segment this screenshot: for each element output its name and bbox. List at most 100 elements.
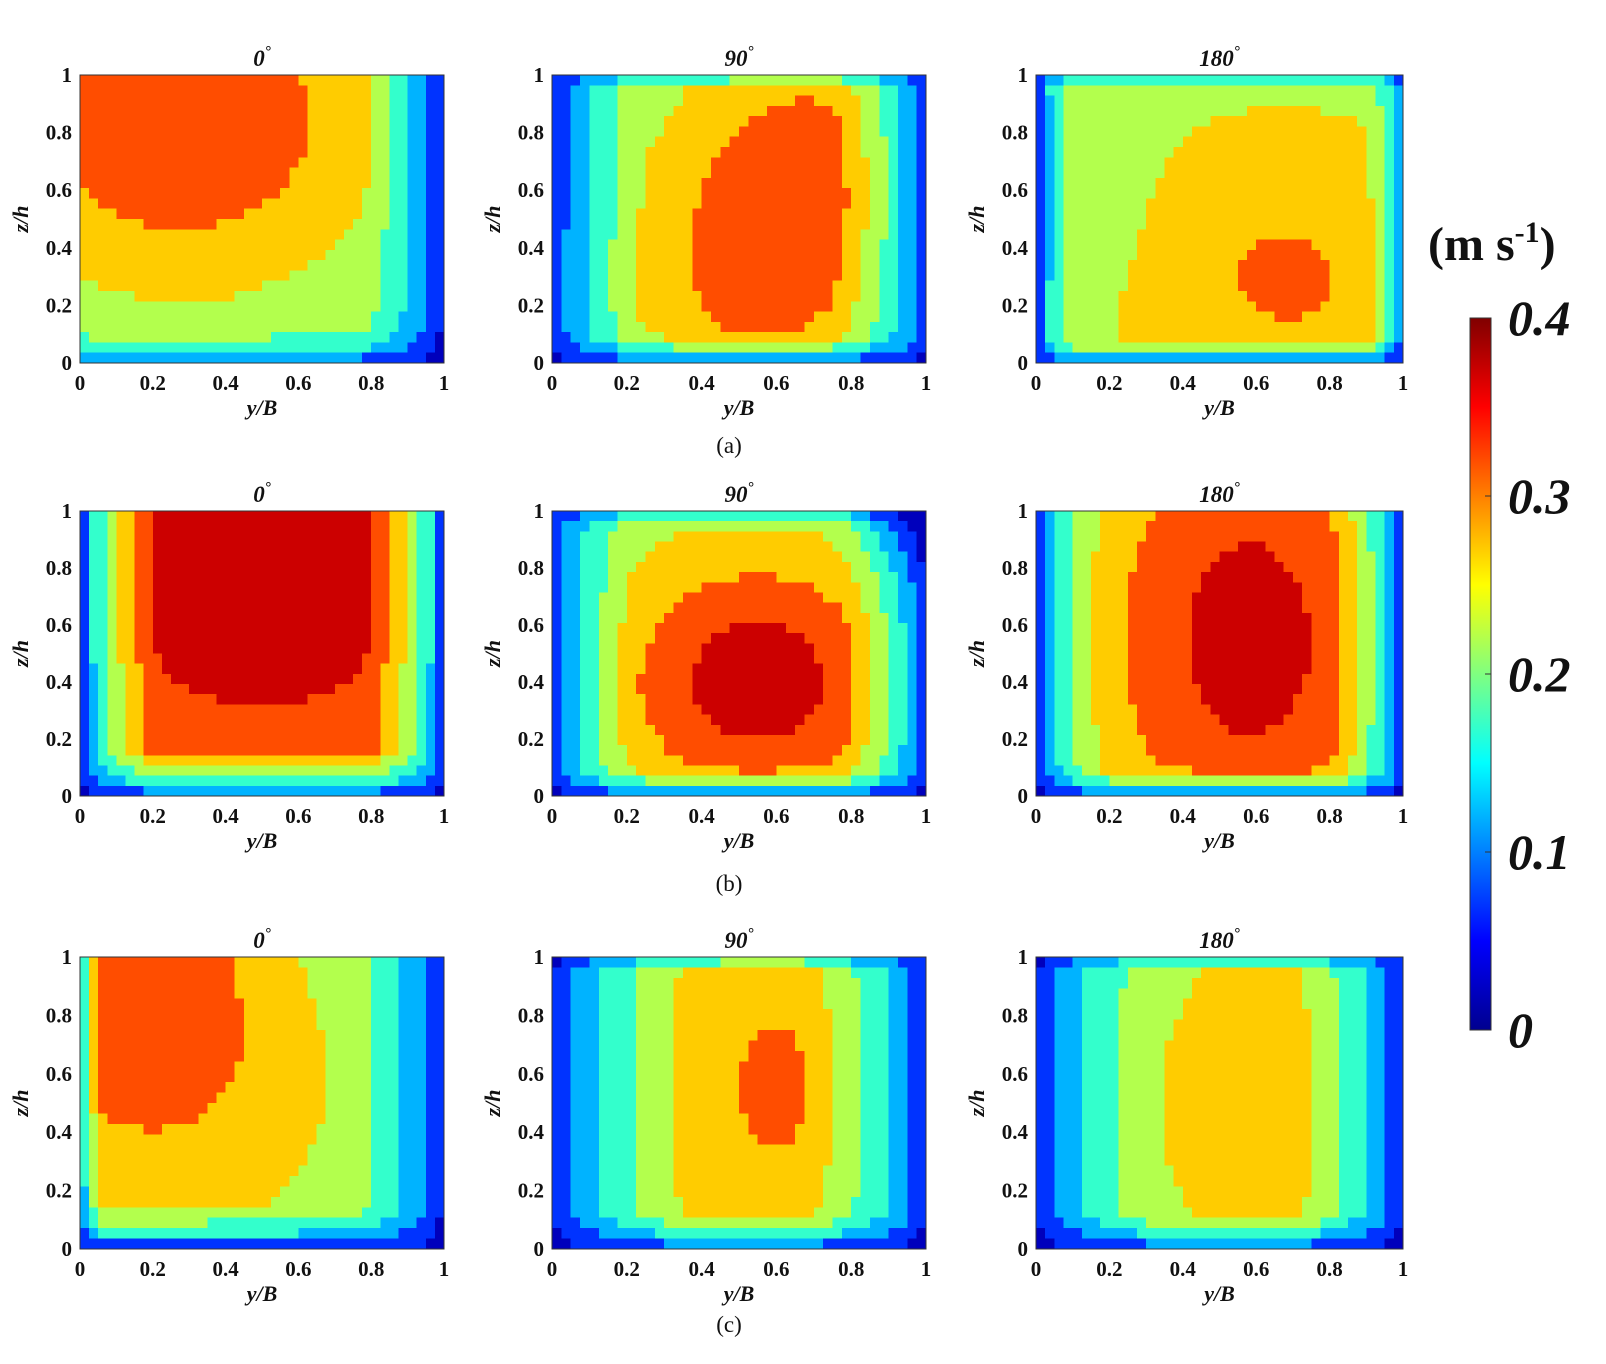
contour-cell	[748, 208, 759, 220]
contour-cell	[425, 116, 436, 128]
contour-cell	[398, 714, 409, 726]
contour-cell	[334, 673, 345, 685]
contour-cell	[316, 734, 327, 746]
contour-cell	[664, 622, 675, 634]
contour-cell	[1045, 301, 1055, 313]
contour-cell	[1375, 95, 1386, 107]
contour-cell	[907, 270, 918, 282]
contour-cell	[161, 643, 172, 655]
contour-cell	[1100, 105, 1110, 117]
contour-cell	[316, 352, 327, 364]
contour-cell	[143, 531, 154, 543]
contour-cell	[1366, 332, 1377, 344]
contour-cell	[289, 321, 299, 333]
contour-cell	[841, 239, 852, 251]
contour-cell	[692, 85, 703, 97]
contour-cell	[298, 280, 309, 292]
contour-cell	[1100, 219, 1110, 230]
contour-cell	[851, 136, 862, 148]
contour-cell	[589, 147, 600, 158]
contour-cell	[1146, 157, 1156, 169]
contour-cell	[207, 352, 218, 364]
contour-cell	[389, 291, 400, 302]
contour-cell	[1164, 147, 1175, 158]
contour-cell	[682, 229, 693, 241]
contour-cell	[98, 785, 108, 797]
contour-cell	[89, 592, 99, 604]
contour-cell	[1201, 291, 1211, 302]
contour-cell	[262, 291, 272, 302]
contour-cell	[869, 352, 880, 364]
contour-cell	[407, 511, 418, 522]
contour-cell	[225, 95, 236, 107]
contour-cell	[1357, 157, 1367, 169]
contour-cell	[125, 116, 136, 128]
contour-cell	[1320, 321, 1331, 333]
contour-cell	[552, 311, 562, 323]
contour-cell	[692, 582, 703, 594]
contour-cell	[116, 622, 127, 634]
contour-cell	[125, 755, 136, 767]
contour-cell	[879, 332, 890, 344]
contour-cell	[343, 291, 354, 302]
contour-cell	[98, 633, 108, 644]
contour-cell	[1256, 95, 1266, 107]
contour-cell	[636, 105, 647, 117]
contour-cell	[907, 136, 918, 148]
contour-cell	[425, 157, 436, 169]
contour-cell	[664, 745, 675, 756]
contour-cell	[813, 239, 824, 251]
contour-cell	[1302, 105, 1312, 117]
contour-cell	[1146, 332, 1156, 344]
contour-cell	[598, 521, 609, 532]
contour-cell	[804, 136, 815, 148]
contour-cell	[334, 126, 345, 138]
contour-cell	[189, 260, 199, 272]
contour-cell	[767, 270, 777, 282]
contour-cell	[626, 714, 637, 726]
contour-cell	[1228, 188, 1239, 200]
contour-cell	[617, 755, 628, 767]
contour-cell	[207, 785, 218, 797]
contour-cell	[225, 582, 236, 594]
contour-cell	[1127, 229, 1138, 241]
contour-cell	[407, 592, 418, 604]
contour-cell	[1366, 291, 1377, 302]
contour-cell	[1109, 177, 1120, 189]
contour-cell	[1237, 280, 1248, 292]
contour-cell	[171, 311, 181, 323]
contour-cell	[398, 663, 409, 675]
y-axis-label: z/h	[8, 640, 33, 668]
contour-cell	[325, 239, 336, 251]
contour-cell	[125, 126, 136, 138]
contour-cell	[143, 229, 154, 241]
contour-cell	[262, 321, 272, 333]
contour-cell	[280, 177, 290, 189]
contour-cell	[1155, 280, 1166, 292]
contour-cell	[80, 775, 90, 787]
contour-cell	[580, 785, 590, 797]
contour-cell	[1338, 105, 1349, 117]
contour-cell	[1347, 167, 1358, 179]
contour-cell	[608, 249, 619, 261]
contour-cell	[673, 342, 684, 354]
contour-cell	[298, 188, 309, 200]
contour-cell	[617, 188, 628, 200]
contour-cell	[589, 572, 600, 583]
contour-cell	[125, 734, 136, 746]
contour-cell	[180, 332, 190, 344]
x-tick-label: 0.2	[614, 371, 640, 395]
contour-cell	[1265, 229, 1276, 241]
contour-cell	[434, 342, 445, 354]
contour-cell	[1072, 167, 1083, 179]
contour-cell	[189, 612, 199, 624]
contour-cell	[1302, 301, 1312, 313]
contour-cell	[1072, 157, 1083, 169]
contour-cell	[645, 280, 656, 292]
contour-cell	[701, 167, 712, 179]
contour-cell	[682, 673, 693, 685]
contour-cell	[1329, 219, 1340, 230]
contour-cell	[234, 704, 245, 716]
panel-a-90: 0 0.2 0.4 0.6 0.8 100.20.40.60.81y/Bz/h90°	[480, 44, 931, 420]
contour-cell	[262, 280, 272, 292]
